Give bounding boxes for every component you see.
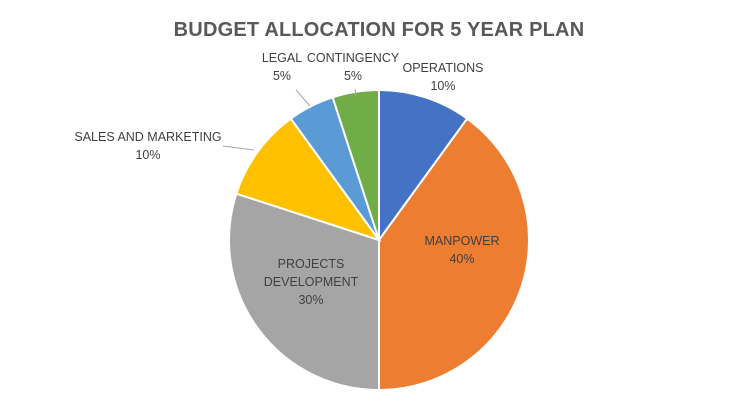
slice-percent-label: 5% (273, 69, 291, 83)
pie-slice-operations (378, 88, 469, 244)
slice-percent-label: 40% (449, 252, 474, 266)
slice-label-contingency: CONTINGENCY 5% (307, 51, 400, 83)
slice-label-projects-development: PROJECTS DEVELOPMENT 30% (264, 257, 359, 307)
pie-slice-manpower (378, 117, 530, 392)
slice-name-label: CONTINGENCY (307, 51, 400, 65)
label-leader-lines (222, 88, 357, 151)
slice-label-legal: LEGAL 5% (262, 51, 302, 83)
slice-labels: OPERATIONS 10% MANPOWER 40% PROJECTS DEVELOPM… (74, 51, 499, 307)
slice-name-label: SALES AND MARKETING (74, 130, 221, 144)
slice-percent-label: 10% (135, 148, 160, 162)
slice-name-label: PROJECTS (278, 257, 345, 271)
slice-label-sales-and-marketing: SALES AND MARKETING 10% (74, 130, 221, 162)
slice-percent-label: 5% (344, 69, 362, 83)
slice-name-label: OPERATIONS (402, 61, 483, 75)
leader-line-legal (295, 89, 311, 107)
leader-line-contingency (354, 88, 357, 98)
chart-title: BUDGET ALLOCATION FOR 5 YEAR PLAN (174, 19, 585, 41)
slice-label-manpower: MANPOWER 40% (425, 234, 500, 266)
slice-name-label: MANPOWER (425, 234, 500, 248)
slice-label-operations: OPERATIONS 10% (402, 61, 483, 93)
leader-line-sales-and-marketing (222, 145, 255, 151)
slice-percent-label: 30% (298, 293, 323, 307)
slice-percent-label: 10% (430, 79, 455, 93)
pie-slice-sales-and-marketing (235, 117, 382, 242)
pie-slices (228, 88, 530, 392)
slice-name-label: DEVELOPMENT (264, 275, 359, 289)
slice-name-label: LEGAL (262, 51, 302, 65)
pie-slice-projects-development (228, 192, 380, 392)
